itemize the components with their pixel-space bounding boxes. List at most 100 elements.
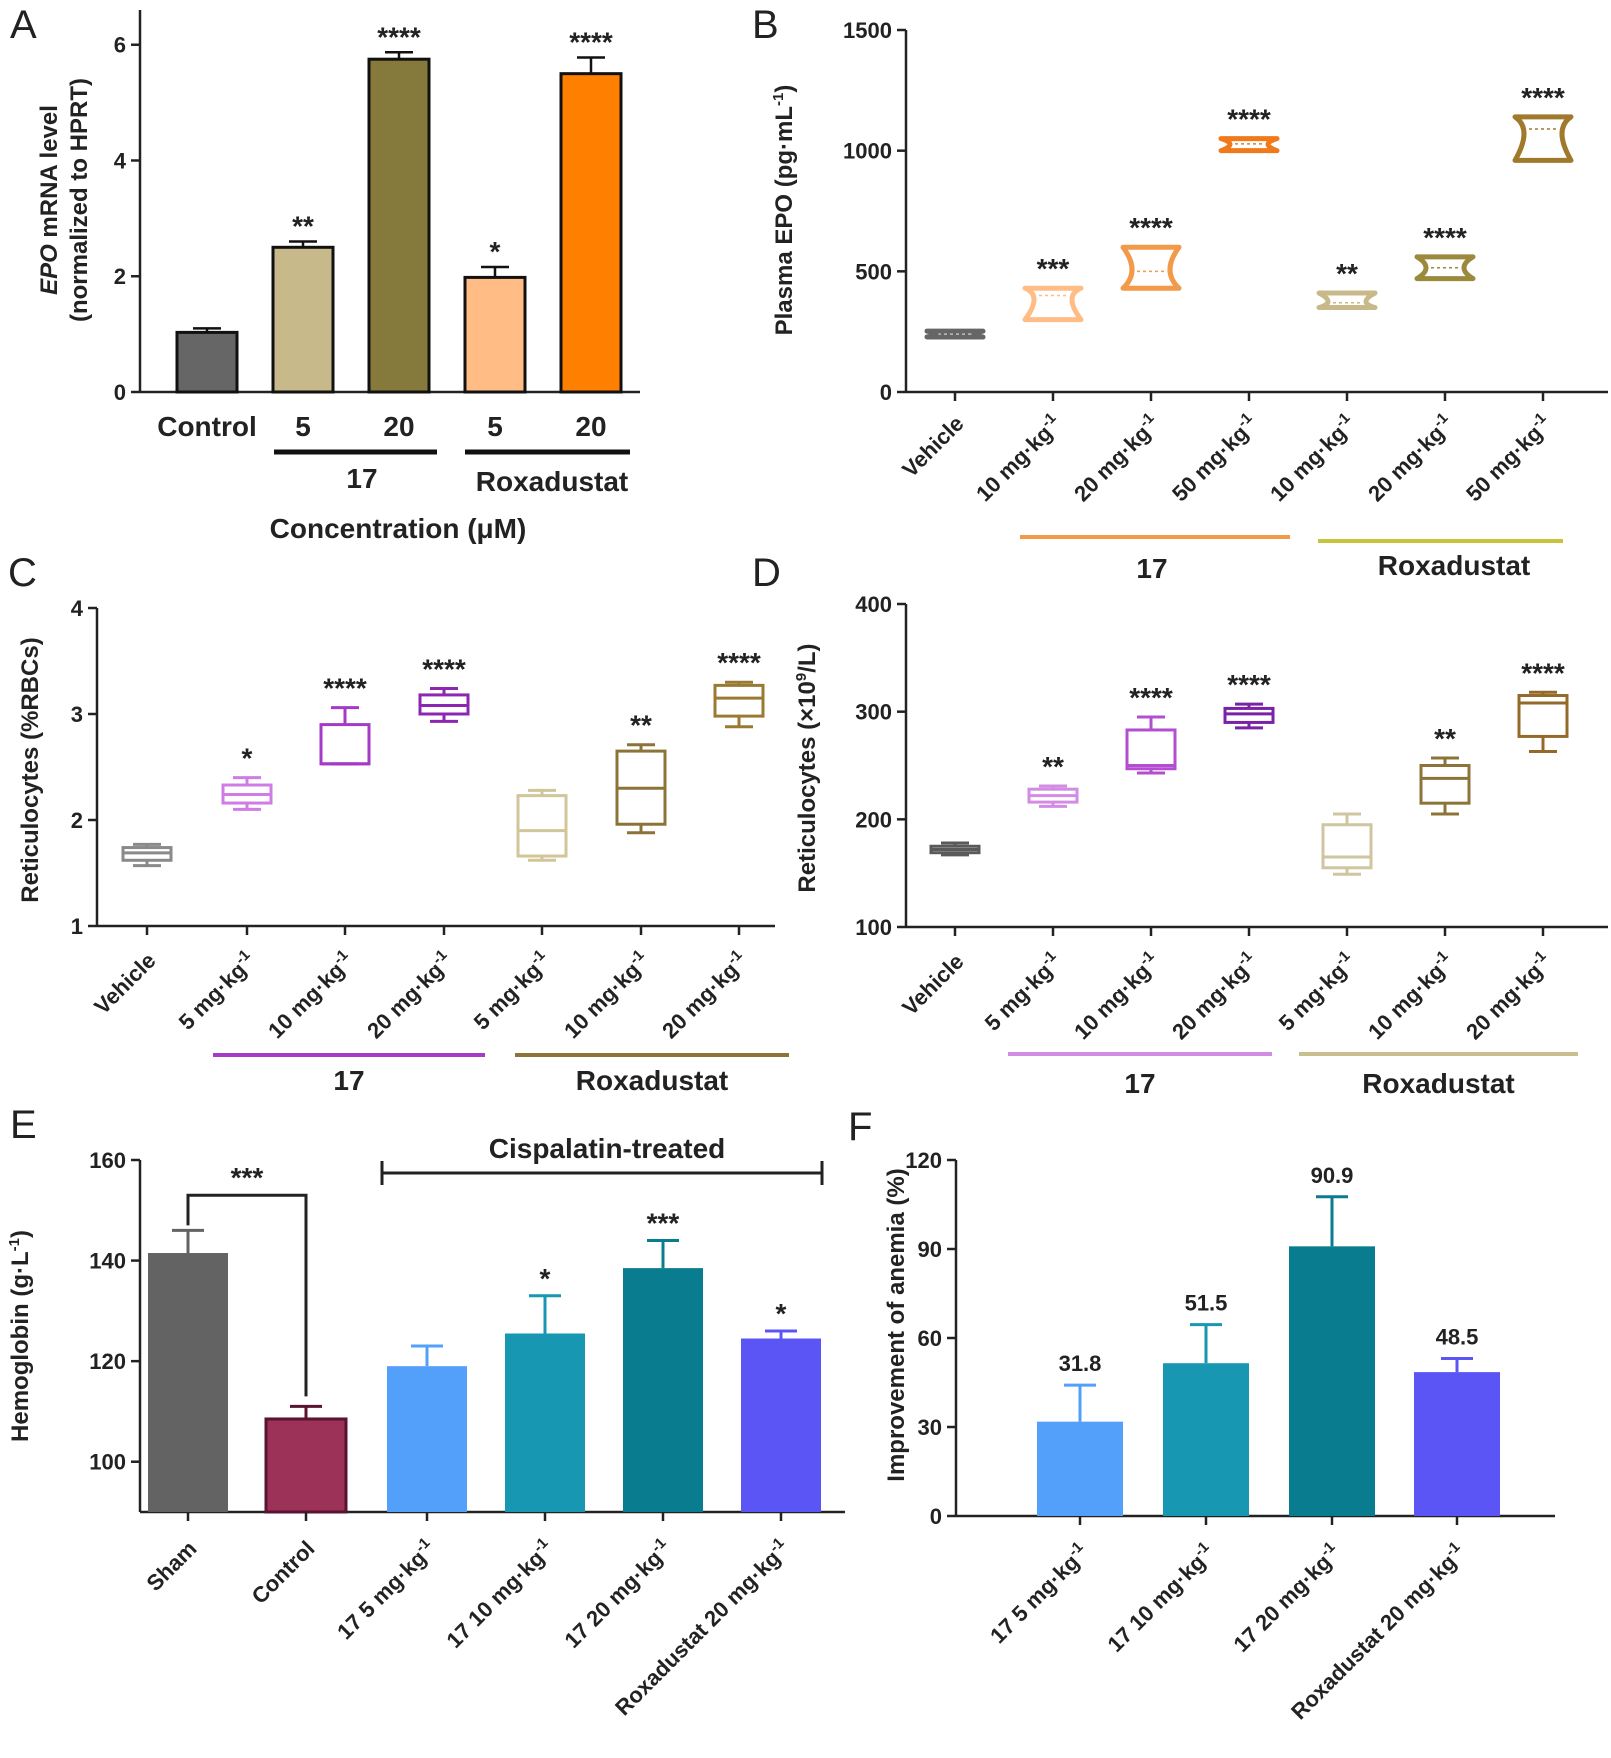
- panel-e: E 100 120 140 160 Sham Control 17 5 mg·kg-1 * 17 …: [6, 1103, 845, 1720]
- x-tick-label: 20: [383, 411, 414, 442]
- bar: [387, 1366, 467, 1512]
- group-label-roxadustat: Roxadustat: [1378, 550, 1530, 581]
- significance-label: ****: [1129, 212, 1173, 243]
- bar: [264, 1417, 348, 1514]
- x-tick-label: 50 mg·kg-1: [1166, 409, 1263, 506]
- panel-f-ytick-label: 0: [930, 1504, 942, 1529]
- x-tick-label: 20 mg·kg-1: [1166, 947, 1263, 1044]
- bar: [367, 57, 431, 394]
- data-label: 90.9: [1311, 1163, 1354, 1188]
- panel-e-ytick-label: 160: [89, 1148, 126, 1173]
- bar: [1289, 1246, 1375, 1516]
- x-tick-label: Vehicle: [897, 411, 968, 482]
- bar: [1037, 1421, 1123, 1516]
- panel-c-ytick-label: 4: [71, 596, 84, 621]
- panel-b-ytick-label: 500: [855, 259, 892, 284]
- data-label: 31.8: [1059, 1351, 1102, 1376]
- significance-label: **: [1336, 258, 1358, 289]
- bar: [148, 1253, 228, 1512]
- significance-label: ****: [377, 21, 421, 52]
- group-label-17: 17: [346, 463, 377, 494]
- significance-label: ****: [422, 654, 466, 685]
- significance-label: ***: [647, 1207, 680, 1238]
- box: [1419, 764, 1471, 805]
- bar: [623, 1268, 703, 1512]
- panel-b-ytick-label: 1500: [843, 18, 892, 43]
- x-tick-label: 10 mg·kg-1: [558, 946, 655, 1043]
- panel-c-letter: C: [8, 551, 37, 595]
- panel-e-letter: E: [10, 1103, 37, 1147]
- panel-f: F 0 30 60 90 120 31.8 17 5 mg·kg-1 51.5 17 10 mg·…: [848, 1105, 1555, 1724]
- group-label-roxadustat: Roxadustat: [1362, 1068, 1514, 1099]
- box: [1223, 706, 1275, 724]
- panel-d-ytick-label: 400: [855, 592, 892, 617]
- box: [713, 683, 765, 718]
- significance-label: ****: [569, 26, 613, 57]
- panel-c-ytick-label: 1: [71, 914, 83, 939]
- bar: [175, 330, 239, 394]
- x-tick-label: 5: [487, 411, 503, 442]
- box: [1321, 823, 1373, 870]
- significance-label: ***: [1037, 253, 1070, 284]
- panel-a-ytick-label: 6: [114, 33, 126, 58]
- x-tick-label: 17 10 mg·kg-1: [440, 1534, 558, 1652]
- bar: [271, 245, 335, 394]
- significance-label: ****: [1521, 82, 1565, 113]
- y-axis-label: Hemoglobin (g·L-1): [6, 1230, 34, 1442]
- panel-f-letter: F: [848, 1105, 872, 1149]
- panel-d-ytick-label: 200: [855, 807, 892, 832]
- significance-label: ****: [1423, 222, 1467, 253]
- box: [516, 794, 568, 858]
- bar: [1414, 1372, 1500, 1516]
- x-tick-label: 17 20 mg·kg-1: [558, 1534, 676, 1652]
- violin: [1316, 290, 1378, 311]
- significance-label: ****: [1129, 682, 1173, 713]
- x-tick-label: 20: [575, 411, 606, 442]
- panel-a-ytick-label: 4: [114, 148, 127, 173]
- x-tick-label: Vehicle: [897, 949, 968, 1020]
- y-axis-label: Reticulocytes (%RBCs): [17, 637, 44, 902]
- panel-d-letter: D: [752, 551, 781, 595]
- violin: [1512, 114, 1574, 163]
- x-tick-label: 10 mg·kg-1: [1068, 947, 1165, 1044]
- comparison-bracket: [186, 1193, 308, 1397]
- significance-label: **: [630, 710, 652, 741]
- x-tick-label: 20 mg·kg-1: [1460, 947, 1557, 1044]
- panel-a-letter: A: [10, 3, 37, 47]
- panel-a-ytick-label: 0: [114, 380, 126, 405]
- x-tick-label: 5 mg·kg-1: [1272, 947, 1360, 1035]
- significance-label: *: [490, 236, 501, 267]
- y-axis-label: Improvement of anemia (%): [883, 1168, 910, 1481]
- panel-d-ytick-label: 300: [855, 700, 892, 725]
- x-tick-label: Control: [247, 1536, 320, 1609]
- significance-label: *: [242, 743, 253, 774]
- violin: [924, 328, 986, 340]
- x-tick-label: 5 mg·kg-1: [978, 947, 1066, 1035]
- panel-d: D 100 200 300 400 Vehicle ** 5 mg·kg-1 **** 10 mg…: [752, 551, 1608, 1099]
- y-axis-label: Reticulocytes (×109/L): [793, 643, 821, 892]
- x-tick-label: 10 mg·kg-1: [262, 946, 359, 1043]
- group-label-17: 17: [1124, 1068, 1155, 1099]
- bar: [463, 275, 527, 394]
- x-tick-label: 5 mg·kg-1: [172, 946, 260, 1034]
- x-tick-label: 20 mg·kg-1: [1068, 409, 1165, 506]
- significance-label: ****: [1227, 669, 1271, 700]
- violin: [1120, 244, 1182, 291]
- data-label: 51.5: [1185, 1291, 1228, 1316]
- significance-label: **: [1434, 723, 1456, 754]
- bracket-significance-label: ***: [231, 1162, 264, 1193]
- y-axis-label: Plasma EPO (pg·mL-1): [770, 85, 798, 336]
- x-tick-label: 10 mg·kg-1: [1362, 947, 1459, 1044]
- y-axis-label: EPO mRNA level: [36, 105, 63, 295]
- x-tick-label: 10 mg·kg-1: [970, 409, 1067, 506]
- x-tick-label: 20 mg·kg-1: [361, 946, 458, 1043]
- x-tick-label: 5: [295, 411, 311, 442]
- panel-f-ytick-label: 60: [918, 1326, 942, 1351]
- panel-f-ytick-label: 90: [918, 1237, 942, 1262]
- significance-label: ****: [1521, 657, 1565, 688]
- x-tick-label: 10 mg·kg-1: [1264, 409, 1361, 506]
- bar: [1163, 1363, 1249, 1516]
- bar: [559, 72, 623, 394]
